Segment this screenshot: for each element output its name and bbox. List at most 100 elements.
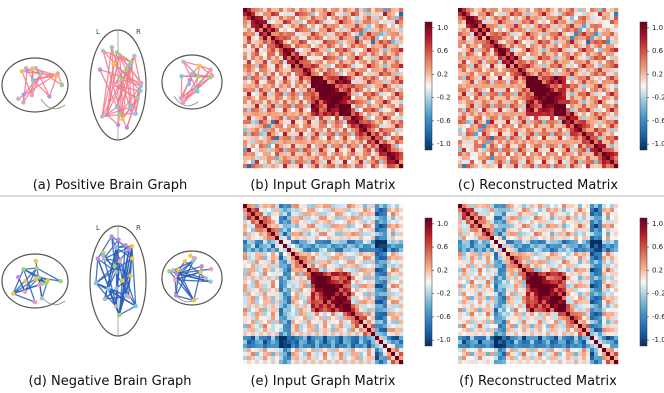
heatmap-cell xyxy=(263,340,267,344)
heatmap-cell xyxy=(474,56,478,60)
heatmap-cell xyxy=(486,84,490,88)
heatmap-cell xyxy=(243,340,247,344)
heatmap-cell xyxy=(594,48,598,52)
heatmap-cell xyxy=(486,64,490,68)
heatmap-cell xyxy=(247,260,251,264)
heatmap-cell xyxy=(331,16,335,20)
heatmap-cell xyxy=(311,76,315,80)
heatmap-cell xyxy=(335,204,339,208)
heatmap-cell xyxy=(247,20,251,24)
heatmap-cell xyxy=(387,264,391,268)
heatmap-cell xyxy=(550,32,554,36)
heatmap-cell xyxy=(566,116,570,120)
brain-outline xyxy=(162,55,222,109)
heatmap-cell xyxy=(494,28,498,32)
heatmap-cell xyxy=(247,308,251,312)
heatmap-cell xyxy=(267,108,271,112)
heatmap-cell xyxy=(375,124,379,128)
heatmap-cell xyxy=(299,276,303,280)
heatmap-cell xyxy=(399,308,403,312)
heatmap-cell xyxy=(255,264,259,268)
heatmap-cell xyxy=(283,144,287,148)
heatmap-cell xyxy=(586,96,590,100)
node xyxy=(124,67,128,71)
heatmap-cell xyxy=(319,312,323,316)
heatmap-cell xyxy=(255,308,259,312)
heatmap-cell xyxy=(367,100,371,104)
heatmap-cell xyxy=(331,160,335,164)
heatmap-cell xyxy=(546,16,550,20)
heatmap-cell xyxy=(275,144,279,148)
heatmap-cell xyxy=(379,100,383,104)
heatmap-cell xyxy=(251,332,255,336)
heatmap-cell xyxy=(598,88,602,92)
heatmap-cell xyxy=(367,308,371,312)
heatmap-cell xyxy=(283,284,287,288)
heatmap-cell xyxy=(295,332,299,336)
heatmap-cell xyxy=(363,248,367,252)
heatmap-cell xyxy=(307,132,311,136)
heatmap-cell xyxy=(367,312,371,316)
heatmap-cell xyxy=(355,224,359,228)
heatmap-cell xyxy=(251,128,255,132)
heatmap-cell xyxy=(363,256,367,260)
heatmap-cell xyxy=(546,164,550,168)
heatmap-cell xyxy=(255,132,259,136)
heatmap-cell xyxy=(339,88,343,92)
heatmap-cell xyxy=(267,320,271,324)
heatmap-cell xyxy=(462,152,466,156)
heatmap-cell xyxy=(279,328,283,332)
heatmap-cell xyxy=(399,80,403,84)
heatmap-cell xyxy=(339,236,343,240)
heatmap-cell xyxy=(371,28,375,32)
heatmap-cell xyxy=(271,312,275,316)
heatmap-cell xyxy=(295,136,299,140)
heatmap-cell xyxy=(399,316,403,320)
heatmap-cell xyxy=(331,104,335,108)
heatmap-cell xyxy=(339,256,343,260)
heatmap-cell xyxy=(530,100,534,104)
heatmap-cell xyxy=(387,88,391,92)
heatmap-cell xyxy=(399,40,403,44)
heatmap-cell xyxy=(574,48,578,52)
heatmap-cell xyxy=(363,244,367,248)
heatmap-cell xyxy=(399,204,403,208)
heatmap-cell xyxy=(534,24,538,28)
heatmap-cell xyxy=(279,212,283,216)
heatmap-cell xyxy=(391,220,395,224)
heatmap-cell xyxy=(462,68,466,72)
heatmap-cell xyxy=(610,104,614,108)
heatmap-cell xyxy=(251,300,255,304)
heatmap-cell xyxy=(319,164,323,168)
heatmap-cell xyxy=(363,100,367,104)
heatmap-cell xyxy=(530,16,534,20)
heatmap-cell xyxy=(319,340,323,344)
heatmap-cell xyxy=(335,52,339,56)
heatmap-cell xyxy=(319,316,323,320)
heatmap-cell xyxy=(303,32,307,36)
heatmap-cell xyxy=(602,88,606,92)
heatmap-cell xyxy=(323,320,327,324)
heatmap-cell xyxy=(363,12,367,16)
heatmap-cell xyxy=(331,136,335,140)
heatmap-cell xyxy=(275,340,279,344)
heatmap-cell xyxy=(303,216,307,220)
heatmap-cell xyxy=(391,132,395,136)
heatmap-cell xyxy=(522,60,526,64)
heatmap-cell xyxy=(279,100,283,104)
heatmap-cell xyxy=(319,132,323,136)
heatmap-cell xyxy=(570,136,574,140)
heatmap-cell xyxy=(522,72,526,76)
heatmap-cell xyxy=(347,260,351,264)
heatmap-cell xyxy=(295,340,299,344)
heatmap-cell xyxy=(562,84,566,88)
heatmap-cell xyxy=(371,144,375,148)
heatmap-cell xyxy=(606,104,610,108)
heatmap-cell xyxy=(582,144,586,148)
heatmap-cell xyxy=(458,116,462,120)
heatmap-cell xyxy=(335,96,339,100)
heatmap-cell xyxy=(347,68,351,72)
heatmap-cell xyxy=(359,156,363,160)
heatmap-cell xyxy=(263,284,267,288)
node xyxy=(116,123,120,127)
